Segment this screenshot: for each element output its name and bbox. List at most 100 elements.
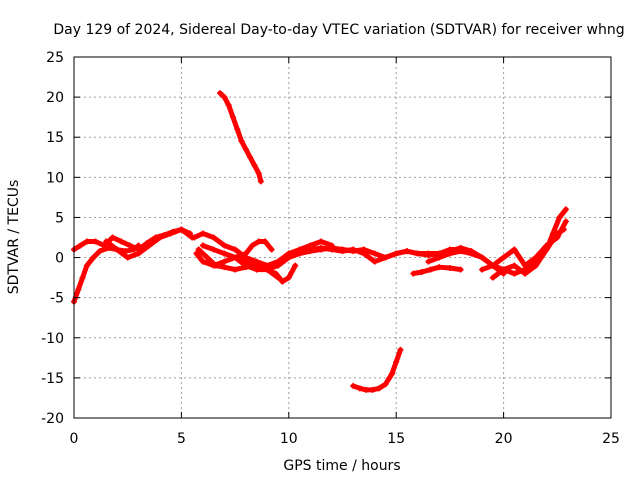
data-point [210, 234, 217, 241]
data-point [199, 242, 206, 249]
data-point [522, 262, 529, 269]
data-point [382, 381, 389, 388]
y-axis-tick-labels: 25 20 15 10 5 0 -5 -10 -15 -20 [41, 50, 64, 427]
data-point [360, 250, 367, 257]
data-point [388, 370, 395, 377]
data-point [232, 254, 239, 261]
data-point [255, 238, 262, 245]
series-track-10 [410, 264, 464, 277]
data-point [232, 246, 239, 253]
series-track-14 [217, 90, 264, 185]
data-point [350, 382, 357, 389]
data-point [242, 250, 249, 257]
x-tick-label: 25 [602, 431, 620, 447]
data-point [403, 248, 410, 255]
data-point [113, 246, 120, 253]
y-tick-label: 0 [55, 251, 64, 267]
data-point [225, 102, 232, 109]
data-point [479, 266, 486, 273]
data-point [318, 244, 325, 251]
data-point [77, 242, 84, 249]
data-point [249, 242, 256, 249]
data-point [210, 246, 217, 253]
data-point [135, 250, 142, 257]
data-point [221, 258, 228, 265]
data-point [146, 242, 153, 249]
data-point [371, 250, 378, 257]
data-point [468, 250, 475, 257]
data-point [262, 238, 269, 245]
data-point [238, 138, 245, 145]
data-point [363, 386, 370, 393]
data-point [232, 266, 239, 273]
x-tick-label: 15 [387, 431, 405, 447]
data-point [532, 262, 539, 269]
data-point [446, 250, 453, 257]
data-point [221, 94, 228, 101]
data-point [221, 250, 228, 257]
data-point [425, 252, 432, 259]
data-point [257, 178, 264, 185]
data-point [285, 274, 292, 281]
chart-title: Day 129 of 2024, Sidereal Day-to-day VTE… [53, 22, 624, 38]
data-point [221, 242, 228, 249]
data-point [369, 386, 376, 393]
y-tick-label: -15 [41, 371, 64, 387]
axis-ticks [73, 56, 612, 419]
data-point [103, 238, 110, 245]
data-point [543, 246, 550, 253]
data-point [124, 254, 131, 261]
data-point [242, 146, 249, 153]
data-point [229, 114, 236, 121]
data-point [418, 268, 425, 275]
data-point [414, 250, 421, 257]
data-point [457, 248, 464, 255]
plot-frame [73, 56, 612, 419]
data-point [393, 250, 400, 257]
y-tick-label: 25 [46, 50, 64, 66]
data-point [436, 254, 443, 261]
data-point [382, 254, 389, 261]
data-point [92, 238, 99, 245]
data-point [90, 254, 97, 261]
data-point [489, 274, 496, 281]
data-point [376, 385, 383, 392]
data-point [195, 246, 202, 253]
data-point [178, 226, 185, 233]
data-point [318, 238, 325, 245]
data-point [307, 246, 314, 253]
x-axis-tick-labels: 0 5 10 15 20 25 [70, 431, 620, 447]
series-track-13 [489, 206, 569, 281]
data-point [264, 266, 271, 273]
y-axis-label: SDTVAR / TECUs [6, 180, 22, 295]
y-tick-label: -20 [41, 411, 64, 427]
data-point [489, 262, 496, 269]
data-point [393, 358, 400, 365]
series-track-15 [350, 346, 404, 393]
x-tick-label: 20 [495, 431, 513, 447]
series-line [71, 243, 141, 305]
data-point [268, 246, 275, 253]
data-point [118, 238, 125, 245]
data-point [511, 246, 518, 253]
x-axis-label: GPS time / hours [283, 458, 400, 474]
data-point [562, 218, 569, 225]
data-point [511, 270, 518, 277]
data-point [554, 234, 561, 241]
data-point [79, 274, 86, 281]
data-point [500, 254, 507, 261]
data-point [511, 262, 518, 269]
data-point [253, 266, 260, 273]
y-tick-label: 20 [46, 90, 64, 106]
x-tick-label: 0 [70, 431, 79, 447]
data-point [272, 270, 279, 277]
data-point [167, 230, 174, 237]
data-point [397, 346, 404, 353]
data-point [75, 286, 82, 293]
data-point [562, 206, 569, 213]
data-point [371, 258, 378, 265]
data-point [204, 254, 211, 261]
data-point [556, 214, 563, 221]
data-point [193, 250, 200, 257]
